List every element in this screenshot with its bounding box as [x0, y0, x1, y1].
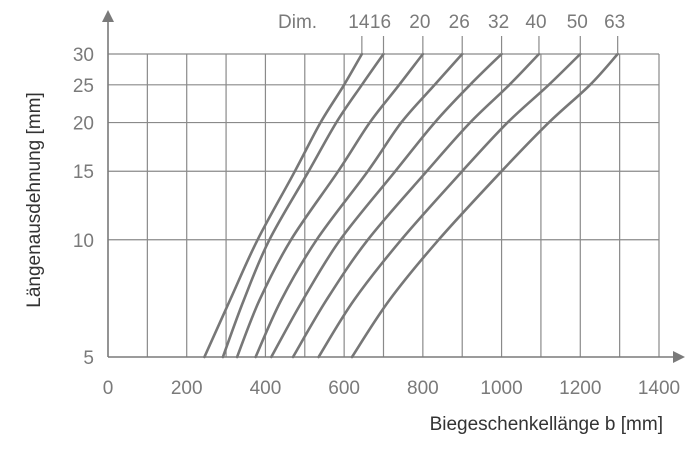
y-tick-label: 20 — [73, 114, 94, 135]
series-lines — [203, 52, 619, 359]
series-label-63: 63 — [604, 12, 625, 33]
y-tick-label: 15 — [73, 162, 94, 183]
series-labels: Dim. 14 16 20 26 32 40 50 63 — [278, 12, 625, 54]
series-line-20 — [235, 52, 425, 359]
x-tick-label: 0 — [103, 378, 114, 399]
y-tick-label: 5 — [83, 348, 94, 369]
series-line-40 — [291, 52, 541, 359]
x-tick-label: 1400 — [638, 378, 680, 399]
series-line-16 — [221, 52, 385, 359]
series-label-16: 16 — [370, 12, 391, 33]
series-label-26: 26 — [449, 12, 470, 33]
legend-title: Dim. — [278, 12, 317, 33]
y-tick-label: 10 — [73, 231, 94, 252]
series-line-26 — [254, 52, 464, 359]
series-label-14: 14 — [348, 12, 370, 33]
series-label-32: 32 — [488, 12, 509, 33]
series-line-50 — [317, 52, 582, 359]
series-line-14 — [203, 52, 364, 359]
series-line-63 — [350, 52, 619, 359]
x-tick-label: 1000 — [480, 378, 522, 399]
axes — [102, 10, 685, 363]
series-label-40: 40 — [525, 12, 546, 33]
y-tick-label: 30 — [73, 45, 94, 66]
series-line-32 — [270, 52, 503, 359]
x-axis-arrow — [673, 351, 685, 363]
x-tick-label: 200 — [171, 378, 203, 399]
y-axis-arrow — [102, 10, 114, 22]
series-label-20: 20 — [409, 12, 430, 33]
y-axis-title: Längenausdehnung [mm] — [24, 92, 45, 308]
x-axis-title: Biegeschenkellänge b [mm] — [430, 414, 663, 435]
y-tick-label: 25 — [73, 76, 94, 97]
tick-labels: 0 200 400 600 800 1000 1200 1400 5 10 15 20 25 30 — [73, 45, 680, 399]
series-label-50: 50 — [567, 12, 588, 33]
x-tick-label: 1200 — [559, 378, 601, 399]
x-tick-label: 600 — [328, 378, 360, 399]
x-tick-label: 800 — [407, 378, 439, 399]
x-tick-label: 400 — [250, 378, 282, 399]
grid — [108, 53, 660, 357]
